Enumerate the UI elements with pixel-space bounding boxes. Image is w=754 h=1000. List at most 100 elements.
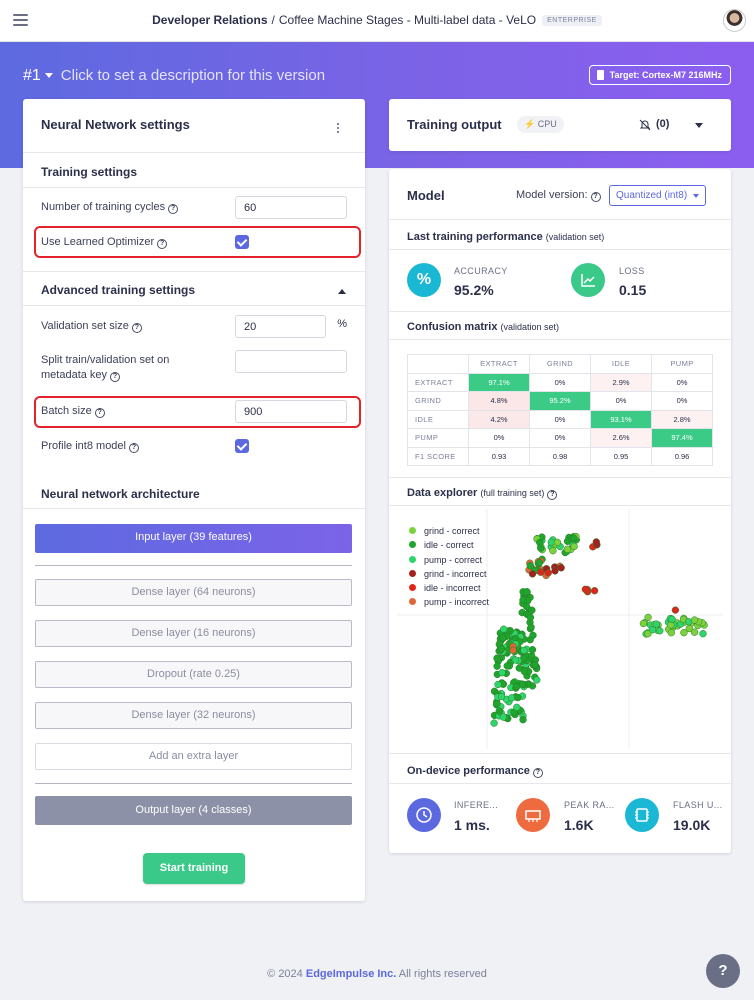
legend-item: grind - incorrect [409,569,489,583]
footer-brand-link[interactable]: EdgeImpulse Inc. [305,968,397,980]
user-avatar[interactable] [723,9,746,32]
scatter-point [549,547,557,555]
help-icon[interactable]: ? [168,204,179,214]
batch-size-input[interactable]: 900 [235,400,347,423]
chevron-down-icon[interactable] [44,73,53,78]
output-layer[interactable]: Output layer (4 classes) [35,796,352,825]
chevron-up-icon[interactable] [338,289,346,294]
breadcrumb-org[interactable]: Developer Relations [152,13,268,27]
dense-layer-32[interactable]: Dense layer (32 neurons) [35,702,352,729]
version-number[interactable]: #1 [23,67,41,84]
dropout-layer[interactable]: Dropout (rate 0.25) [35,661,352,688]
cycles-label-text: Number of training cycles [41,201,166,213]
bell-off-icon[interactable] [639,119,651,131]
divider [389,219,731,220]
confusion-row-header: EXTRACT [407,372,469,392]
validation-label-text: Validation set size [41,320,129,332]
divider [389,339,731,340]
scatter-point [509,646,517,654]
chevron-down-icon[interactable] [695,123,703,128]
clock-icon-svg [416,807,432,823]
profile-label-text: Profile int8 model [41,440,126,452]
add-layer-button[interactable]: Add an extra layer [35,743,352,770]
help-button[interactable]: ? [706,954,740,988]
notification-count: (0) [656,118,670,130]
confusion-row-header: GRIND [407,391,469,411]
target-label: Target: Cortex-M7 216MHz [609,70,722,80]
confusion-col-header: EXTRACT [468,354,530,374]
scatter-point [523,588,531,596]
dense-layer-64[interactable]: Dense layer (64 neurons) [35,579,352,606]
validation-input[interactable]: 20 [235,315,326,338]
last-performance-heading: Last training performance (validation se… [407,231,604,243]
confusion-cell: 0.96 [651,446,713,466]
split-key-input[interactable] [235,350,347,373]
scatter-point [570,534,578,542]
scatter-point [557,564,565,572]
advanced-settings-heading[interactable]: Advanced training settings [41,283,196,297]
model-version-select[interactable]: Quantized (int8) [609,185,706,206]
help-icon[interactable]: ? [590,192,601,202]
help-icon[interactable]: ? [547,490,558,500]
scatter-point [526,562,535,570]
profile-label: Profile int8 model? [41,439,139,454]
legend-label: pump - correct [424,554,483,565]
optimizer-label-text: Use Learned Optimizer [41,236,155,248]
scatter-point [648,626,657,634]
scatter-point [518,680,527,688]
accuracy-value: 95.2% [454,282,494,298]
confusion-cell: 97.1% [468,372,530,392]
confusion-row-header: IDLE [407,409,469,429]
chevron-down-icon [693,194,699,198]
confusion-cell: 0.93 [468,446,530,466]
scatter-point [495,707,503,715]
help-icon[interactable]: ? [131,323,142,333]
confusion-cell: 0.98 [529,446,591,466]
confusion-cell: 2.8% [651,409,713,429]
help-icon[interactable]: ? [110,372,121,382]
scatter-point [500,625,508,633]
batch-label-text: Batch size [41,405,92,417]
hamburger-menu-icon[interactable] [13,14,28,26]
scatter-point [537,544,545,552]
flash-chip-icon [625,798,659,832]
data-explorer-scatter[interactable] [397,509,723,749]
target-device-button[interactable]: Target: Cortex-M7 216MHz [588,65,731,85]
clock-icon [407,798,441,832]
loss-label: LOSS [619,266,645,276]
validation-label: Validation set size? [41,319,142,334]
confusion-cell: 0% [651,391,713,411]
architecture-heading: Neural network architecture [41,487,200,501]
divider [23,271,365,272]
scatter-point [498,669,506,677]
kebab-menu-icon[interactable] [337,123,340,134]
help-icon[interactable]: ? [532,768,543,778]
cycles-input[interactable]: 60 [235,196,347,219]
help-icon[interactable]: ? [94,408,105,418]
version-selector[interactable]: #1 Click to set a description for this ve… [23,67,325,85]
input-layer[interactable]: Input layer (39 features) [35,524,352,553]
divider [35,565,352,566]
dense-layer-16[interactable]: Dense layer (16 neurons) [35,620,352,647]
profile-int8-checkbox[interactable] [235,439,249,453]
scatter-point [528,646,537,654]
batch-label: Batch size? [41,404,105,419]
legend-dot [409,555,416,563]
start-training-button[interactable]: Start training [143,853,245,884]
help-icon[interactable]: ? [129,443,139,453]
confusion-cell: 0.95 [590,446,652,466]
legend-dot [409,569,416,577]
optimizer-checkbox[interactable] [235,235,249,249]
help-icon[interactable]: ? [157,239,168,249]
scatter-point [544,569,552,577]
footer-rights: All rights reserved [398,968,487,980]
scatter-point [590,587,599,595]
ram-icon [516,798,550,832]
peak-ram-label: PEAK RA... [564,800,615,810]
version-description[interactable]: Click to set a description for this vers… [60,67,326,84]
breadcrumb-project[interactable]: Coffee Machine Stages - Multi-label data… [278,13,537,27]
flash-chip-icon-svg [635,808,649,822]
scatter-point [656,627,664,635]
scatter-point [581,585,589,593]
cpu-label: CPU [537,119,557,129]
